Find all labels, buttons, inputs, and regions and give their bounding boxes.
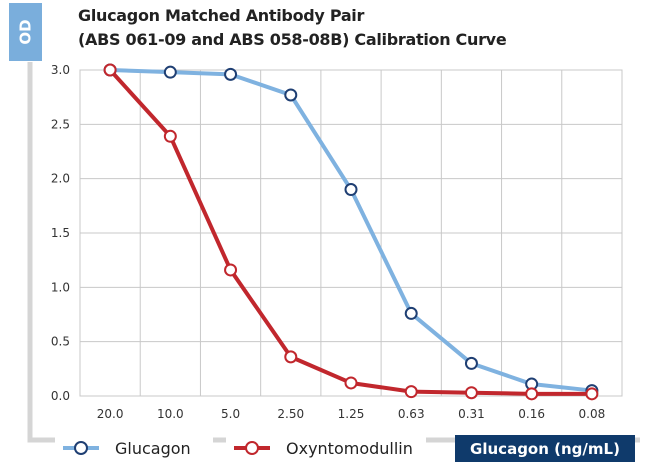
x-tick-label: 0.08 — [579, 407, 606, 421]
data-point-oxyntomodullin — [103, 63, 117, 77]
data-point-oxyntomodullin — [525, 387, 539, 401]
x-tick-label: 2.50 — [277, 407, 304, 421]
x-tick-label: 1.25 — [338, 407, 365, 421]
data-point-glucagon — [344, 183, 358, 197]
x-tick-label: 20.0 — [97, 407, 124, 421]
data-point-glucagon — [464, 356, 478, 370]
title-line: Glucagon Matched Antibody Pair — [78, 6, 365, 25]
series-line-glucagon — [110, 68, 593, 393]
x-axis-label: Glucagon (ng/mL) — [455, 435, 635, 462]
y-axis-label-text: OD — [16, 19, 35, 45]
data-point-glucagon — [163, 65, 177, 79]
y-tick-label: 2.5 — [51, 117, 70, 131]
y-tick-label: 1.0 — [51, 280, 70, 294]
axis-frame — [27, 62, 640, 443]
legend-marker-glucagon — [63, 441, 99, 455]
data-point-oxyntomodullin — [585, 387, 599, 401]
y-tick-label: 0.0 — [51, 389, 70, 403]
data-point-glucagon — [404, 306, 418, 320]
legend-label: Glucagon — [115, 438, 191, 458]
y-tick-label: 2.0 — [51, 172, 70, 186]
legend-label: Oxyntomodullin — [286, 438, 413, 458]
data-point-glucagon — [224, 67, 238, 81]
x-tick-label: 10.0 — [157, 407, 184, 421]
data-point-oxyntomodullin — [284, 350, 298, 364]
legend-item-glucagon: Glucagon — [55, 434, 213, 462]
data-point-oxyntomodullin — [344, 376, 358, 390]
y-tick-label: 1.5 — [51, 226, 70, 240]
data-point-oxyntomodullin — [404, 385, 418, 399]
data-point-oxyntomodullin — [163, 129, 177, 143]
series-line-oxyntomodullin — [108, 68, 592, 396]
data-point-oxyntomodullin — [224, 263, 238, 277]
legend-marker-oxyntomodullin — [234, 441, 270, 455]
x-tick-label: 5.0 — [221, 407, 240, 421]
y-tick-label: 3.0 — [51, 63, 70, 77]
x-tick-label: 0.16 — [518, 407, 545, 421]
y-tick-label: 0.5 — [51, 335, 70, 349]
subtitle-line: (ABS 061-09 and ABS 058-08B) Calibration… — [78, 30, 507, 49]
x-tick-label: 0.63 — [398, 407, 425, 421]
chart-title: Glucagon Matched Antibody Pair (ABS 061-… — [78, 4, 507, 52]
data-point-oxyntomodullin — [464, 386, 478, 400]
x-tick-label: 0.31 — [458, 407, 485, 421]
data-point-glucagon — [284, 88, 298, 102]
legend-item-oxyntomodullin: Oxyntomodullin — [226, 434, 426, 462]
y-axis-label: OD — [9, 3, 42, 61]
